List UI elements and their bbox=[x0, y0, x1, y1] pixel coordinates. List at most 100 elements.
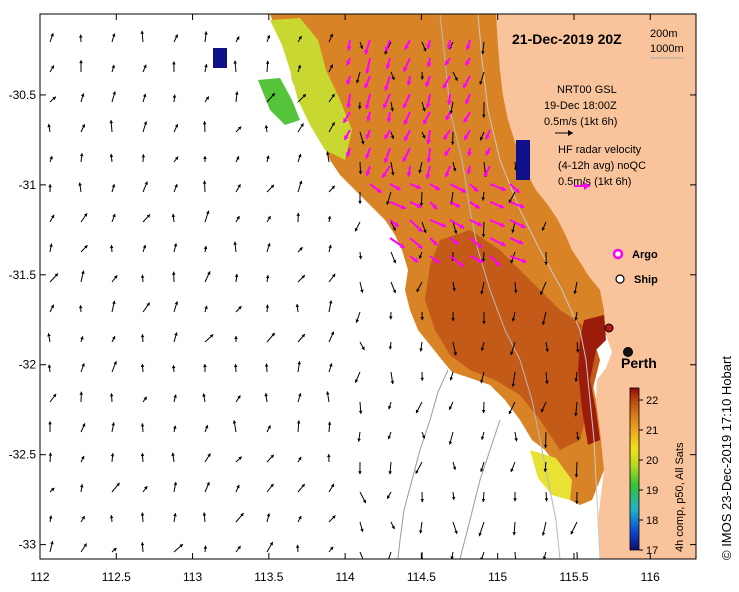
colorbar-tick-label: 20 bbox=[646, 455, 658, 467]
model-arrowhead bbox=[574, 378, 578, 382]
model-arrowhead bbox=[544, 498, 549, 502]
model-arrow bbox=[359, 551, 364, 559]
radar-arrowhead bbox=[455, 202, 461, 208]
model-arrowhead bbox=[453, 352, 457, 356]
hf-radar-arrows bbox=[342, 39, 527, 268]
radar-arrowhead bbox=[466, 151, 472, 157]
model-arrowhead bbox=[478, 532, 482, 537]
model-arrowhead bbox=[328, 300, 333, 304]
model-arrowhead bbox=[300, 123, 304, 127]
model-arrowhead bbox=[481, 234, 486, 238]
x-tick-label: 113 bbox=[183, 570, 202, 584]
model-arrowhead bbox=[543, 468, 548, 472]
model-arrowhead bbox=[480, 468, 484, 472]
model-arrowhead bbox=[423, 47, 427, 52]
model-arrowhead bbox=[265, 304, 270, 308]
radar-arrowhead bbox=[441, 222, 447, 228]
model-arrowhead bbox=[111, 422, 116, 426]
model-arrowhead bbox=[511, 229, 515, 233]
model-arrowhead bbox=[576, 562, 580, 565]
model-arrowhead bbox=[480, 290, 484, 295]
radar-arrowhead bbox=[386, 117, 392, 123]
radar-arrowhead bbox=[346, 60, 351, 66]
radar-arrowhead bbox=[393, 222, 399, 227]
model-arrowhead bbox=[542, 556, 547, 559]
model-arrowhead bbox=[48, 452, 53, 456]
model-arrowhead bbox=[233, 60, 238, 64]
radar-arrowhead bbox=[463, 83, 468, 88]
model-arrowhead bbox=[173, 243, 178, 247]
model-arrowhead bbox=[387, 435, 392, 440]
model-arrowhead bbox=[384, 50, 388, 55]
radar-arrowhead bbox=[384, 134, 390, 139]
model-legend-arrowhead bbox=[568, 130, 573, 136]
model-arrowhead bbox=[113, 275, 118, 279]
radar-arrowhead bbox=[518, 239, 523, 245]
radar-arrowhead bbox=[364, 104, 370, 110]
radar-arrowhead bbox=[521, 258, 527, 264]
radar-arrowhead bbox=[483, 171, 489, 177]
ship-position-1 bbox=[604, 323, 614, 333]
credit-text: © IMOS 23-Dec-2019 17:10 Hobart bbox=[719, 356, 734, 560]
model-arrowhead bbox=[203, 155, 207, 159]
model-arrowhead bbox=[360, 528, 364, 533]
model-arrowhead bbox=[83, 543, 87, 547]
model-arrowhead bbox=[329, 64, 334, 68]
model-arrowhead bbox=[203, 545, 208, 549]
model-arrowhead bbox=[237, 395, 241, 399]
model-arrowhead bbox=[389, 316, 393, 320]
model-arrowhead bbox=[331, 185, 335, 190]
radar-arrowhead bbox=[403, 66, 408, 72]
radar-arrowhead bbox=[466, 169, 472, 175]
radar-arrowhead bbox=[458, 262, 464, 267]
model-arrowhead bbox=[142, 244, 147, 249]
radar-arrowhead bbox=[426, 139, 432, 145]
radar-arrowhead bbox=[345, 152, 351, 157]
model-arrowhead bbox=[451, 496, 456, 500]
model-arrowhead bbox=[511, 383, 516, 387]
radar-arrowhead bbox=[366, 116, 372, 121]
model-arrowhead bbox=[422, 107, 426, 112]
model-arrowhead bbox=[79, 391, 84, 395]
model-arrowhead bbox=[202, 180, 207, 184]
model-arrowhead bbox=[174, 301, 179, 305]
model-arrowhead bbox=[172, 94, 177, 98]
model-arrowhead bbox=[454, 77, 458, 81]
model-arrowhead bbox=[480, 347, 485, 351]
model-arrowhead bbox=[508, 410, 512, 415]
model-arrowhead bbox=[541, 227, 546, 231]
radar-arrowhead bbox=[465, 45, 471, 50]
model-arrowhead bbox=[392, 259, 397, 264]
radar-arrowhead bbox=[426, 158, 432, 163]
model-arrowhead bbox=[513, 167, 518, 171]
model-arrowhead bbox=[236, 484, 240, 489]
argo-marker-icon bbox=[612, 248, 624, 260]
model-legend-line2: 19-Dec 18:00Z bbox=[544, 100, 617, 112]
model-arrowhead bbox=[79, 60, 83, 64]
contour-deep bbox=[397, 369, 501, 559]
model-arrowhead bbox=[141, 154, 146, 158]
model-arrowhead bbox=[116, 482, 120, 487]
ship-marker-icon bbox=[615, 274, 625, 284]
radar-arrowhead bbox=[453, 239, 459, 245]
model-arrowhead bbox=[238, 456, 242, 461]
model-arrowhead bbox=[574, 474, 579, 478]
radar-arrowhead bbox=[426, 44, 432, 49]
model-arrowhead bbox=[146, 214, 151, 218]
model-arrowhead bbox=[78, 182, 82, 186]
model-arrowhead bbox=[298, 180, 303, 185]
model-arrowhead bbox=[390, 135, 395, 139]
contour-1000m bbox=[439, 14, 561, 559]
model-arrowhead bbox=[479, 136, 484, 141]
model-arrowhead bbox=[47, 333, 51, 337]
model-arrowhead bbox=[453, 230, 458, 234]
model-arrowhead bbox=[81, 515, 85, 520]
model-arrowhead bbox=[269, 542, 273, 546]
radar-arrowhead bbox=[501, 186, 506, 192]
radar-legend-line3: 0.5m/s (1kt 6h) bbox=[558, 176, 631, 188]
model-arrowhead bbox=[113, 361, 117, 365]
model-arrowhead bbox=[271, 93, 275, 97]
model-arrowhead bbox=[358, 171, 363, 175]
model-arrowhead bbox=[48, 421, 52, 425]
model-arrowhead bbox=[387, 495, 391, 499]
